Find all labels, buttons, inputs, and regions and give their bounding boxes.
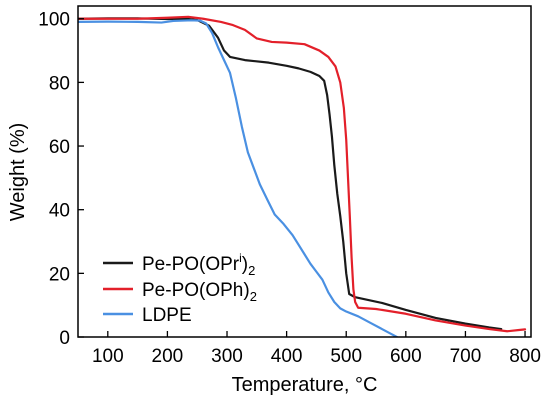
legend-label-2: LDPE [142,305,192,326]
y-tick-label: 60 [49,137,70,158]
plot-frame [77,5,532,338]
y-tick-label: 100 [38,10,70,31]
y-tick-label: 80 [49,73,70,94]
y-tick-label: 40 [49,201,70,222]
x-axis-label: Temperature, °C [232,374,378,396]
x-tick-label: 100 [92,346,124,367]
x-tick-label: 600 [390,346,422,367]
x-tick-label: 500 [330,346,362,367]
series-line-1 [78,15,527,333]
x-tick-label: 700 [450,346,482,367]
series-line-2 [78,19,398,337]
legend-label-0: Pe-PO(OPri)2 [142,251,255,278]
x-tick-label: 400 [271,346,303,367]
y-tick-label: 0 [59,328,70,349]
x-tick-label: 200 [152,346,184,367]
x-tick-label: 300 [211,346,243,367]
y-tick-label: 20 [49,264,70,285]
x-tick-label: 800 [509,346,541,367]
y-axis-label: Weight (%) [7,123,29,222]
legend-label-1: Pe-PO(OPh)2 [142,280,257,304]
